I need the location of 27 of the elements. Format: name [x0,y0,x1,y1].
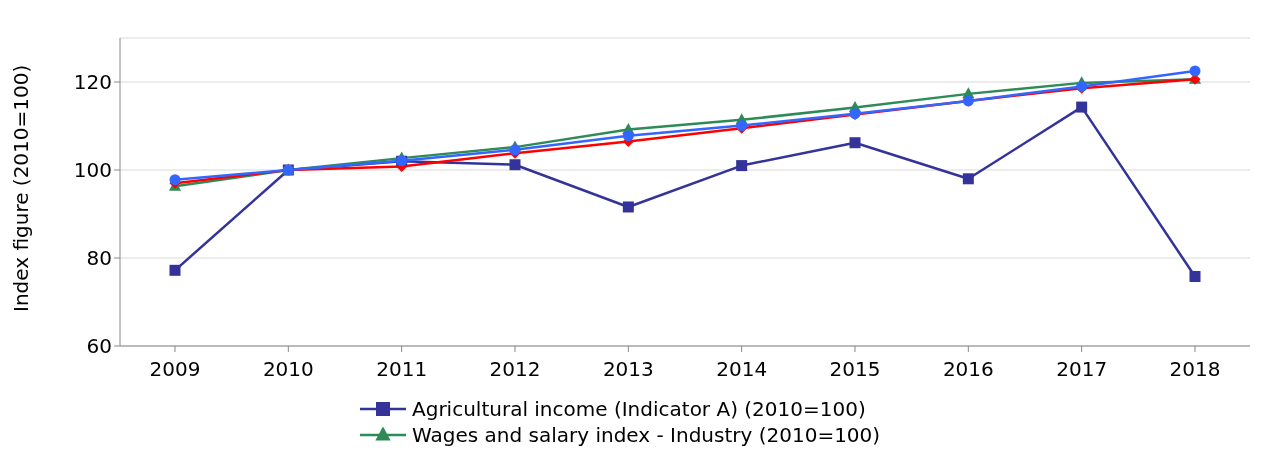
y-axis-title: Index figure (2010=100) [9,64,34,312]
x-tick-label: 2018 [1169,357,1221,382]
legend-label: Agricultural income (Indicator A) (2010=100) [412,396,866,422]
point [736,160,748,172]
x-tick-label: 2012 [489,357,541,382]
point [1189,270,1201,282]
point [1076,101,1088,113]
point [509,159,521,171]
legend-label: Wages and salary index - Industry (2010=100) [412,422,881,448]
point [169,264,181,276]
point [849,137,861,149]
x-tick-label: 2010 [262,357,314,382]
x-tick-label: 2011 [376,357,428,382]
x-tick-label: 2009 [149,357,201,382]
y-tick-label: 100 [73,158,112,183]
y-tick-label: 60 [86,334,112,359]
x-tick-label: 2015 [829,357,881,382]
y-tick-label: 80 [86,246,112,271]
point [1189,65,1201,77]
x-tick-label: 2014 [716,357,768,382]
y-tick-label: 120 [73,70,112,95]
x-tick-label: 2013 [602,357,654,382]
point [622,130,634,142]
point [622,201,634,213]
point [962,173,974,185]
x-tick-label: 2016 [942,357,994,382]
x-tick-label: 2017 [1056,357,1108,382]
